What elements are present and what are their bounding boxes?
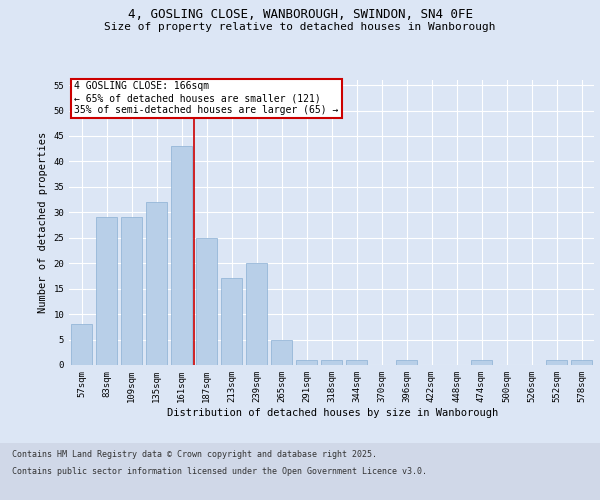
Text: Distribution of detached houses by size in Wanborough: Distribution of detached houses by size …: [167, 408, 499, 418]
Text: Contains public sector information licensed under the Open Government Licence v3: Contains public sector information licen…: [12, 468, 427, 476]
Bar: [171, 146, 192, 365]
Bar: [96, 218, 117, 365]
Bar: [121, 218, 142, 365]
Text: Contains HM Land Registry data © Crown copyright and database right 2025.: Contains HM Land Registry data © Crown c…: [12, 450, 377, 459]
Bar: [546, 360, 567, 365]
Text: Size of property relative to detached houses in Wanborough: Size of property relative to detached ho…: [104, 22, 496, 32]
Bar: [571, 360, 592, 365]
Bar: [321, 360, 342, 365]
Y-axis label: Number of detached properties: Number of detached properties: [38, 132, 48, 313]
Bar: [196, 238, 217, 365]
Bar: [471, 360, 492, 365]
Bar: [271, 340, 292, 365]
Text: 4, GOSLING CLOSE, WANBOROUGH, SWINDON, SN4 0FE: 4, GOSLING CLOSE, WANBOROUGH, SWINDON, S…: [128, 8, 473, 20]
Bar: [296, 360, 317, 365]
Bar: [146, 202, 167, 365]
Bar: [71, 324, 92, 365]
Bar: [396, 360, 417, 365]
Bar: [346, 360, 367, 365]
Bar: [221, 278, 242, 365]
Text: 4 GOSLING CLOSE: 166sqm
← 65% of detached houses are smaller (121)
35% of semi-d: 4 GOSLING CLOSE: 166sqm ← 65% of detache…: [74, 82, 338, 114]
Bar: [246, 263, 267, 365]
